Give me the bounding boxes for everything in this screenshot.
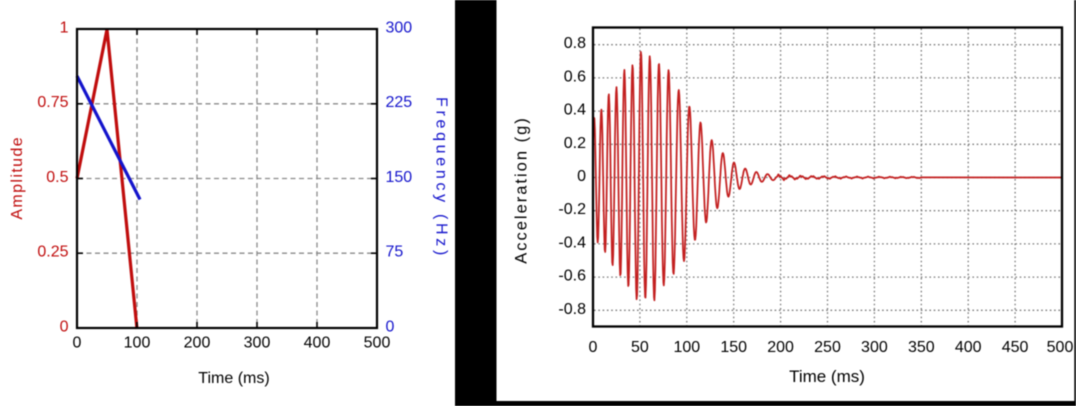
svg-text:-0.2: -0.2 xyxy=(558,201,586,218)
svg-text:500: 500 xyxy=(1047,339,1074,356)
svg-text:0.8: 0.8 xyxy=(564,35,586,52)
svg-text:200: 200 xyxy=(184,335,211,352)
svg-text:75: 75 xyxy=(386,244,404,261)
svg-text:-0.8: -0.8 xyxy=(558,301,586,318)
svg-text:300: 300 xyxy=(386,19,413,36)
svg-text:500: 500 xyxy=(364,335,391,352)
svg-text:100: 100 xyxy=(673,339,700,356)
svg-text:Amplitude: Amplitude xyxy=(9,136,26,220)
svg-text:250: 250 xyxy=(814,339,841,356)
svg-text:Time (ms): Time (ms) xyxy=(198,370,269,387)
svg-text:225: 225 xyxy=(386,94,413,111)
svg-text:0.25: 0.25 xyxy=(37,244,68,261)
svg-text:50: 50 xyxy=(631,339,649,356)
svg-text:0: 0 xyxy=(589,339,598,356)
svg-text:0.2: 0.2 xyxy=(564,135,586,152)
svg-text:400: 400 xyxy=(955,339,982,356)
svg-text:-0.4: -0.4 xyxy=(558,234,586,251)
svg-text:Frequency (Hz): Frequency (Hz) xyxy=(433,97,450,259)
svg-text:0.6: 0.6 xyxy=(564,68,586,85)
svg-text:0: 0 xyxy=(73,335,82,352)
svg-text:0: 0 xyxy=(386,318,395,335)
svg-text:Acceleration (g): Acceleration (g) xyxy=(513,116,531,264)
svg-text:Time (ms): Time (ms) xyxy=(789,367,865,386)
svg-text:0: 0 xyxy=(60,318,69,335)
svg-text:0.75: 0.75 xyxy=(37,94,68,111)
svg-text:0: 0 xyxy=(577,168,586,185)
svg-text:450: 450 xyxy=(1002,339,1029,356)
svg-text:150: 150 xyxy=(386,169,413,186)
svg-text:0.5: 0.5 xyxy=(46,169,68,186)
svg-text:200: 200 xyxy=(767,339,794,356)
svg-text:1: 1 xyxy=(60,19,69,36)
svg-text:-0.6: -0.6 xyxy=(558,268,586,285)
svg-text:300: 300 xyxy=(861,339,888,356)
svg-text:400: 400 xyxy=(304,335,331,352)
svg-text:150: 150 xyxy=(720,339,747,356)
svg-text:100: 100 xyxy=(124,335,151,352)
svg-text:300: 300 xyxy=(244,335,271,352)
svg-text:350: 350 xyxy=(908,339,935,356)
svg-text:0.4: 0.4 xyxy=(564,102,586,119)
